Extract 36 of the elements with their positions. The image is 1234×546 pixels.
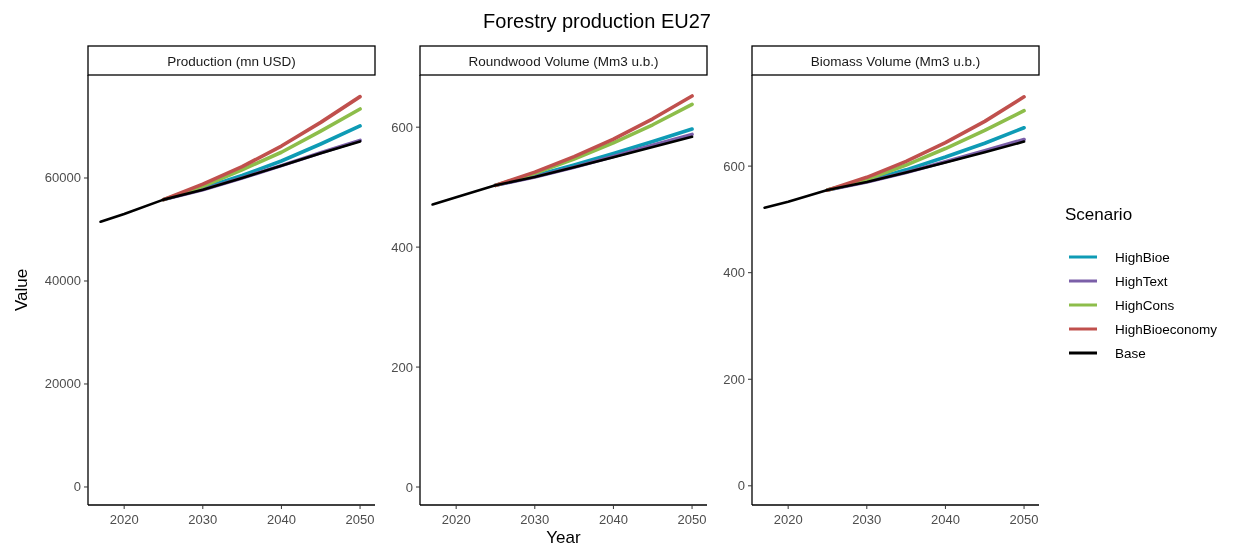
chart-subtitle: Production (mn USD) (167, 54, 296, 69)
x-tick-label: 2040 (266, 512, 296, 527)
legend-label: HighBioe (1115, 250, 1170, 265)
x-tick-label: 2030 (852, 512, 882, 527)
x-tick-label: 2050 (1009, 512, 1039, 527)
legend-label: Base (1115, 346, 1146, 361)
x-tick-label: 2020 (441, 512, 471, 527)
x-tick-label: 2050 (345, 512, 375, 527)
y-tick-label: 0 (405, 479, 413, 495)
x-tick-label: 2040 (930, 512, 960, 527)
y-tick-label: 200 (391, 359, 413, 375)
legend-label: HighBioeconomy (1115, 322, 1218, 337)
x-axis-title: Year (546, 528, 582, 546)
x-tick-label: 2030 (188, 512, 218, 527)
x-tick-label: 2030 (520, 512, 550, 527)
legend-label: HighText (1115, 274, 1168, 289)
y-tick-label: 60000 (44, 170, 81, 186)
y-tick-label: 40000 (44, 273, 81, 289)
legend-label: HighCons (1115, 298, 1175, 313)
y-tick-label: 600 (723, 158, 745, 174)
y-tick-label: 400 (723, 265, 745, 281)
y-axis-title: Value (12, 268, 31, 312)
x-tick-label: 2050 (677, 512, 707, 527)
y-tick-label: 400 (391, 239, 413, 255)
x-tick-label: 2020 (773, 512, 803, 527)
y-tick-label: 200 (723, 371, 745, 387)
x-tick-label: 2040 (598, 512, 628, 527)
legend-title: Scenario (1065, 205, 1133, 224)
chart-title: Forestry production EU27 (483, 10, 711, 32)
y-tick-label: 20000 (44, 376, 81, 392)
y-tick-label: 0 (737, 478, 745, 494)
y-tick-label: 0 (73, 479, 81, 495)
chart-subtitle: Biomass Volume (Mm3 u.b.) (810, 54, 981, 69)
y-tick-label: 600 (391, 119, 413, 135)
chart-subtitle: Roundwood Volume (Mm3 u.b.) (468, 54, 659, 69)
x-tick-label: 2020 (109, 512, 139, 527)
